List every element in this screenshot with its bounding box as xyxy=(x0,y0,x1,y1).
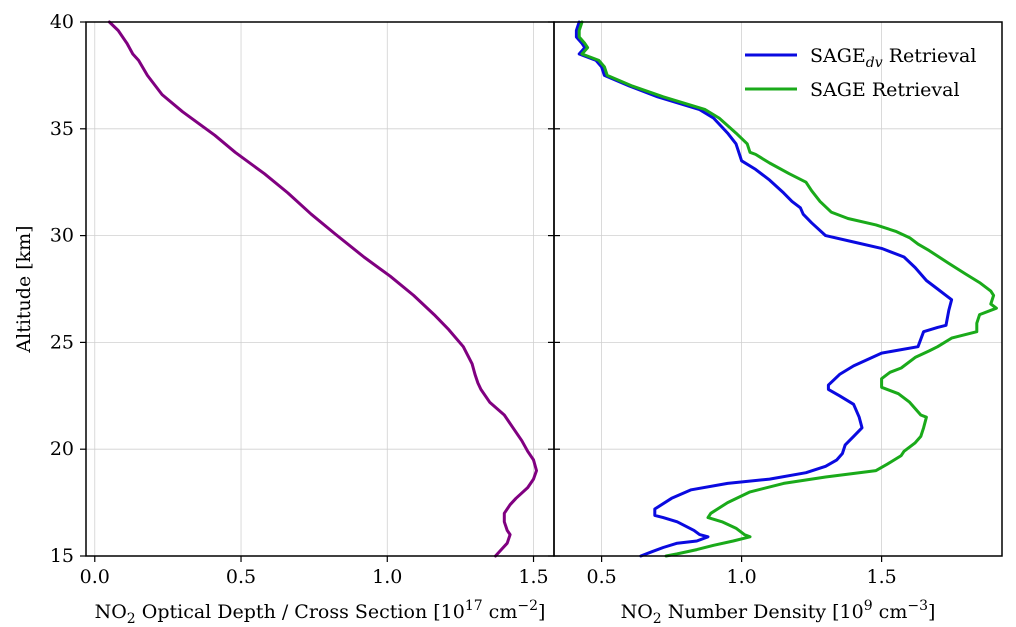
left-plot-frame xyxy=(85,21,555,557)
legend: SAGEdv Retrieval SAGE Retrieval xyxy=(745,45,976,101)
right-series-line-1 xyxy=(577,20,998,558)
y-tick-label: 25 xyxy=(50,331,74,353)
left-x-tick-label: 1.5 xyxy=(518,566,548,588)
left-series-line-0 xyxy=(107,20,538,558)
left-panel-optical-depth: 0.0 0.5 1.0 1.5 15 20 25 30 35 40 NO2 Optical Dep… xyxy=(13,11,555,627)
right-x-tick-label: 1.0 xyxy=(726,566,756,588)
legend-label-sage: SAGE Retrieval xyxy=(810,79,960,101)
right-ticks: 0.5 1.0 1.5 xyxy=(548,21,897,588)
right-series-line-0 xyxy=(574,20,954,558)
right-x-tick-label: 1.5 xyxy=(866,566,896,588)
left-grid xyxy=(86,21,554,557)
left-x-tick-label: 0.5 xyxy=(226,566,256,588)
y-tick-label: 20 xyxy=(50,438,74,460)
left-x-tick-label: 1.0 xyxy=(372,566,402,588)
right-x-tick-label: 0.5 xyxy=(586,566,616,588)
y-tick-label: 35 xyxy=(50,118,74,140)
y-tick-label: 30 xyxy=(50,225,74,247)
left-x-axis-label: NO2 Optical Depth / Cross Section [1017 … xyxy=(95,598,546,627)
left-series-lines xyxy=(107,20,538,558)
y-tick-label: 15 xyxy=(50,545,74,567)
legend-label-sagedv: SAGEdv Retrieval xyxy=(810,45,976,71)
left-ticks: 0.0 0.5 1.0 1.5 15 20 25 30 35 40 xyxy=(50,11,549,588)
left-x-tick-label: 0.0 xyxy=(80,566,110,588)
right-grid xyxy=(554,21,1002,557)
right-panel-number-density: 0.5 1.0 1.5 NO2 Number Density [109 cm−3] … xyxy=(548,20,1003,627)
y-axis-label: Altitude [km] xyxy=(13,225,35,353)
y-tick-label: 40 xyxy=(50,11,74,33)
right-plot-frame xyxy=(553,21,1003,557)
right-series-lines xyxy=(574,20,998,558)
right-x-axis-label: NO2 Number Density [109 cm−3] xyxy=(621,598,936,627)
